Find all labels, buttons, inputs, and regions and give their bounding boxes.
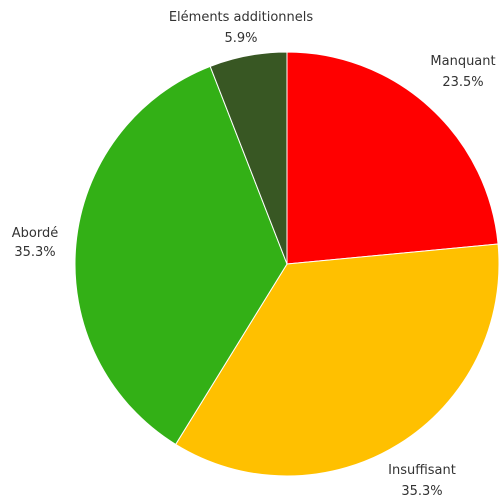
pie-slice-insuffisant[interactable] (174, 243, 500, 477)
slice-label-insuffisant: Insuffisant (388, 463, 456, 478)
slice-percent-insuffisant: 35.3% (401, 484, 442, 499)
slice-label-elements-additionnels: Eléments additionnels (169, 10, 314, 25)
pie-slice-elements-additionnels[interactable] (209, 51, 288, 265)
slice-percent-manquant: 23.5% (442, 75, 483, 90)
slice-percent-elements-additionnels: 5.9% (224, 31, 257, 46)
pie-slice-aborde[interactable] (74, 65, 288, 446)
pie-labels: Manquant 23.5% Insuffisant 35.3% Abordé 35.3%… (12, 10, 496, 499)
slice-label-aborde: Abordé (12, 226, 58, 241)
pie-slice-manquant[interactable] (286, 51, 499, 265)
slice-label-manquant: Manquant (430, 54, 495, 69)
pie-slices (74, 51, 500, 477)
slice-percent-aborde: 35.3% (14, 245, 55, 260)
